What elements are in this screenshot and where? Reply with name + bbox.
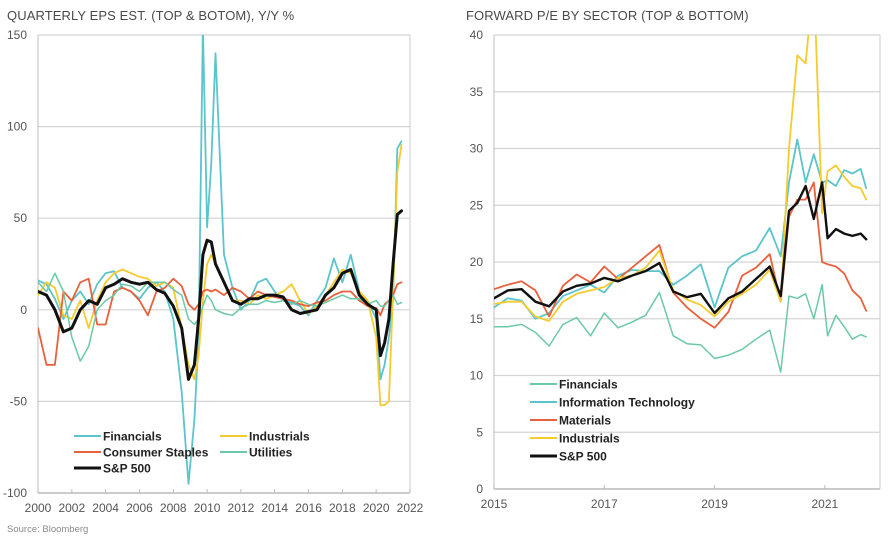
source-note: Source: Bloomberg <box>7 524 89 535</box>
x-tick-label: 2015 <box>481 497 508 511</box>
legend-label: Financials <box>103 430 162 444</box>
legend-item: Materials <box>530 414 611 428</box>
y-tick-label: 100 <box>7 120 27 134</box>
x-tick-label: 2016 <box>295 501 322 515</box>
y-tick-label: 10 <box>470 369 484 383</box>
y-tick-label: 20 <box>470 255 484 269</box>
legend-item: S&P 500 <box>74 462 151 476</box>
legend-item: Information Technology <box>530 396 695 410</box>
series-line-s-p-500 <box>38 209 403 381</box>
right-chart-title: FORWARD P/E BY SECTOR (TOP & BOTTOM) <box>466 8 749 23</box>
y-tick-label: 5 <box>476 425 483 439</box>
x-tick-label: 2002 <box>58 501 85 515</box>
legend-label: Materials <box>559 414 611 428</box>
y-tick-label: 40 <box>470 28 484 42</box>
legend-label: S&P 500 <box>559 450 607 464</box>
legend-item: Industrials <box>220 430 310 444</box>
x-tick-label: 2020 <box>363 501 390 515</box>
legend-item: Financials <box>74 430 162 444</box>
y-tick-label: 35 <box>470 85 484 99</box>
x-tick-label: 2019 <box>701 497 728 511</box>
y-tick-label: 30 <box>470 142 484 156</box>
x-tick-label: 2017 <box>591 497 618 511</box>
left-chart-title: QUARTERLY EPS EST. (TOP & BOTOM), Y/Y % <box>7 8 295 23</box>
series-line-financials <box>38 35 403 485</box>
x-tick-label: 2012 <box>228 501 255 515</box>
y-tick-label: 0 <box>476 482 483 496</box>
x-tick-label: 2000 <box>25 501 52 515</box>
y-tick-label: -100 <box>3 486 27 500</box>
legend-label: Consumer Staples <box>103 446 209 460</box>
x-tick-label: 2008 <box>160 501 187 515</box>
legend-item: Consumer Staples <box>74 446 209 460</box>
x-tick-label: 2010 <box>194 501 221 515</box>
x-tick-label: 2021 <box>812 497 839 511</box>
legend-label: Industrials <box>559 432 620 446</box>
y-tick-label: 150 <box>7 28 27 42</box>
legend-item: S&P 500 <box>530 450 607 464</box>
legend-label: Information Technology <box>559 396 695 410</box>
series-line-utilities <box>38 272 403 362</box>
y-tick-label: -50 <box>10 394 28 408</box>
legend-label: Industrials <box>249 430 310 444</box>
series-line-s-p-500 <box>494 181 868 315</box>
x-tick-label: 2022 <box>397 501 424 515</box>
legend-label: S&P 500 <box>103 462 151 476</box>
legend-label: Financials <box>559 378 618 392</box>
y-tick-label: 25 <box>470 198 484 212</box>
legend-item: Financials <box>530 378 618 392</box>
x-tick-label: 2006 <box>126 501 153 515</box>
series-line-industrials <box>494 35 868 322</box>
legend-item: Utilities <box>220 446 293 460</box>
series-line-information-technology <box>494 138 868 320</box>
x-tick-label: 2014 <box>261 501 288 515</box>
series-line-consumer-staples <box>38 277 403 366</box>
x-tick-label: 2004 <box>92 501 119 515</box>
legend-label: Utilities <box>249 446 293 460</box>
series-line-financials <box>494 283 867 373</box>
legend-item: Industrials <box>530 432 620 446</box>
y-tick-label: 50 <box>14 211 28 225</box>
series-line-materials <box>494 181 868 329</box>
x-tick-label: 2018 <box>329 501 356 515</box>
y-tick-label: 15 <box>470 312 484 326</box>
y-tick-label: 0 <box>20 303 27 317</box>
